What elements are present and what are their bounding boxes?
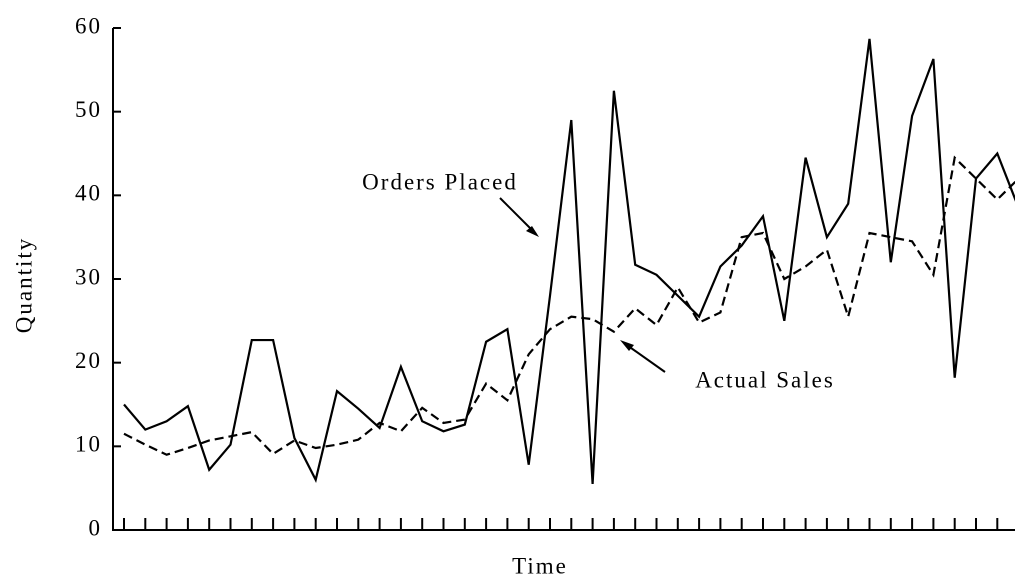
series-line [123,38,1015,485]
annotation: Actual Sales [695,367,835,392]
y-tick-label: 30 [75,264,102,289]
x-axis-label: Time [512,553,568,578]
y-axis-label: Quantity [11,237,36,334]
y-tick-label: 60 [75,13,102,38]
y-tick-label: 0 [89,515,103,540]
y-tick-label: 40 [75,181,102,206]
series-line [123,155,1015,456]
y-tick-label: 50 [75,97,102,122]
arrow-head [620,340,634,351]
y-tick-label: 10 [75,432,102,457]
arrow-head [526,226,539,237]
annotation: Orders Placed [362,169,518,194]
y-tick-label: 20 [75,348,102,373]
